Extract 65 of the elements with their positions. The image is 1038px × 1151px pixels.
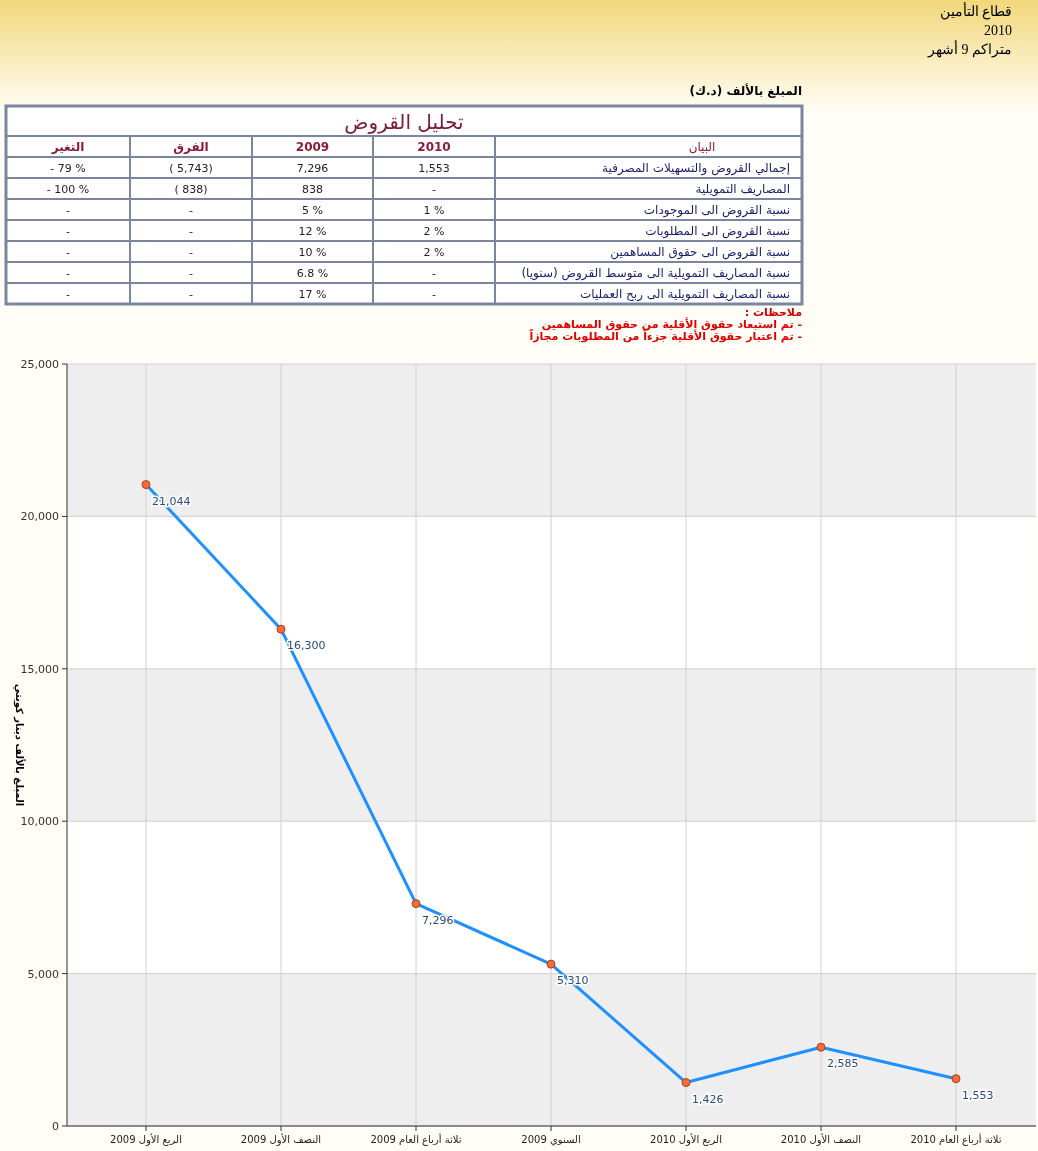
x-tick-label: ثلاثة أرباع العام 2010 <box>910 1133 1002 1146</box>
text: متراكم 9 أشهر <box>927 39 1012 58</box>
data-label: 1,553 <box>962 1088 994 1102</box>
text: - <box>189 267 193 280</box>
y-tick-label: 5,000 <box>27 967 59 981</box>
text: - <box>189 225 193 238</box>
category-label: نسبة القروض الى المطلوبات <box>645 224 790 238</box>
data-label: 7,296 <box>422 913 454 927</box>
text: - <box>432 183 436 196</box>
text: - 79 % <box>50 162 86 175</box>
text: - <box>66 246 70 259</box>
text: 12 % <box>298 225 327 238</box>
category-label: نسبة المصاريف التمويلية الى متوسط القروض (سنويا) <box>521 266 790 280</box>
text: البيان <box>688 140 716 154</box>
text: - <box>189 246 193 259</box>
text: - <box>432 288 436 301</box>
y-axis-title: المبلغ بالألف دينار كويتي <box>13 683 26 807</box>
category-label: 2009 <box>295 140 330 154</box>
category-label: نسبة المصاريف التمويلية الى ربح العمليات <box>580 287 790 301</box>
y-tick-label: 15,000 <box>20 662 59 676</box>
text: 2010 <box>984 23 1012 38</box>
text: - 100 % <box>46 183 90 196</box>
data-label: 2,585 <box>827 1057 859 1071</box>
text: - <box>66 267 70 280</box>
text: - <box>66 204 70 217</box>
x-tick-label: الربع الأول 2009 <box>110 1133 182 1146</box>
x-tick-label: الربع الأول 2010 <box>650 1133 722 1146</box>
category-label: التغير <box>50 140 85 154</box>
x-tick-label: النصف الأول 2010 <box>780 1133 862 1146</box>
x-tick-label: السنوي 2009 <box>521 1134 581 1146</box>
y-tick-label: 25,000 <box>20 358 59 371</box>
text: تحليل القروض <box>344 110 464 134</box>
text: - <box>66 288 70 301</box>
text: 10 % <box>298 246 327 259</box>
text: - <box>432 267 436 280</box>
category-label: 2010 <box>417 140 451 154</box>
text: - <box>189 204 193 217</box>
text: ( 5,743) <box>169 162 213 175</box>
text: 6.8 % <box>296 267 329 280</box>
text: ملاحظات : <box>744 306 802 319</box>
text: 2 % <box>423 225 445 238</box>
text: ( 838) <box>174 183 208 196</box>
y-tick-label: 20,000 <box>20 510 59 524</box>
x-tick-label: النصف الأول 2009 <box>240 1133 322 1146</box>
category-label: المصاريف التمويلية <box>695 182 790 196</box>
data-label: 1,426 <box>692 1092 724 1106</box>
text: قطاع التأمين <box>939 1 1012 20</box>
text: 7,296 <box>296 162 329 175</box>
y-tick-label: 0 <box>52 1120 59 1133</box>
category-label: نسبة القروض الى حقوق المساهمين <box>610 245 790 259</box>
text: 17 % <box>298 288 327 301</box>
y-tick-label: 10,000 <box>20 815 59 829</box>
text: 1,553 <box>418 162 450 175</box>
text: - <box>189 288 193 301</box>
x-tick-label: ثلاثة أرباع العام 2009 <box>370 1133 462 1146</box>
text: المبلغ بالألف (د.ك) <box>689 83 802 98</box>
text: - تم استبعاد حقوق الأقلية من حقوق المساهمين <box>541 317 802 331</box>
text: 1 % <box>423 204 445 217</box>
text: 5 % <box>302 204 323 217</box>
category-label: الفرق <box>173 140 209 154</box>
category-label: نسبة القروض الى الموجودات <box>643 203 790 217</box>
category-label: إجمالي القروض والتسهيلات المصرفية <box>602 161 790 175</box>
text: 838 <box>302 183 323 196</box>
text: 2 % <box>423 246 445 259</box>
text: - <box>66 225 70 238</box>
